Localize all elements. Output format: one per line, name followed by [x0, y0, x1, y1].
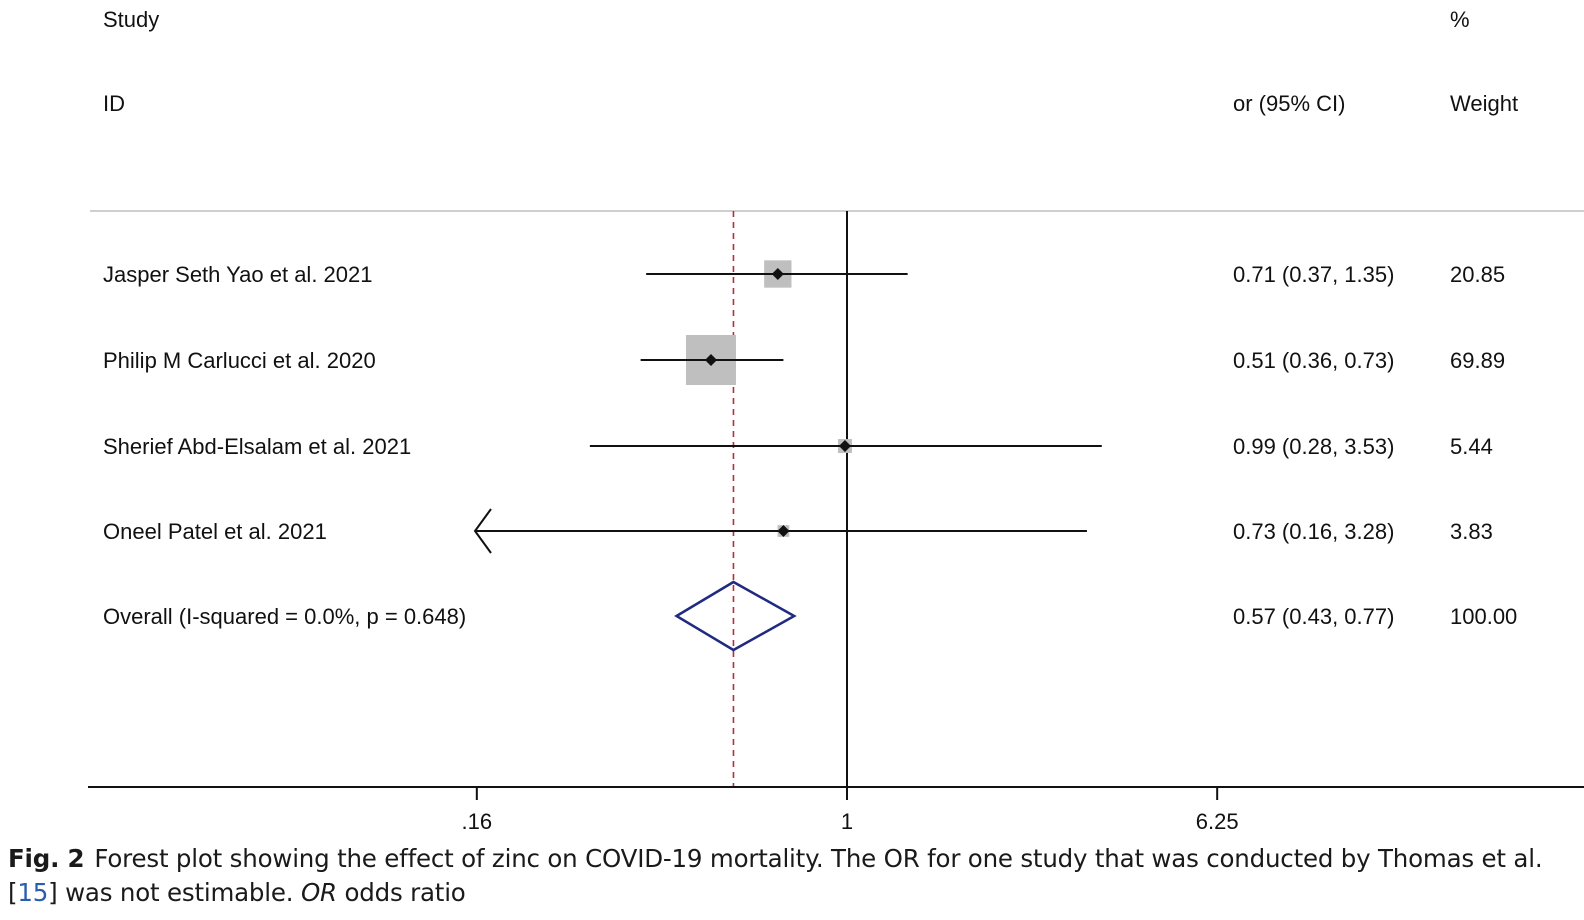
- study-ci: 0.71 (0.37, 1.35): [1233, 262, 1394, 287]
- study-weight: 3.83: [1450, 519, 1493, 544]
- chart-marks: Jasper Seth Yao et al. 2021 0.71 (0.37, 1…: [103, 211, 1517, 787]
- forest-plot: Study % ID or (95% CI) Weight Jasper Set…: [88, 7, 1584, 834]
- x-tick-label: 1: [841, 809, 853, 834]
- study-ci: 0.51 (0.36, 0.73): [1233, 348, 1394, 373]
- header-weight: Weight: [1450, 91, 1518, 116]
- overall-diamond: [674, 580, 797, 652]
- study-ci: 0.99 (0.28, 3.53): [1233, 434, 1394, 459]
- overall-label: Overall (I-squared = 0.0%, p = 0.648): [103, 604, 466, 629]
- point-estimate: [771, 268, 784, 280]
- study-weight: 20.85: [1450, 262, 1505, 287]
- point-estimate: [838, 440, 851, 452]
- study-name: Philip M Carlucci et al. 2020: [103, 348, 376, 373]
- point-estimate: [704, 354, 717, 366]
- x-axis-ticks: .16 1 6.25: [462, 787, 1239, 834]
- header-effect: or (95% CI): [1233, 91, 1345, 116]
- caption-abbr-def: odds ratio: [336, 878, 466, 907]
- header-id: ID: [103, 91, 125, 116]
- x-tick-label: .16: [462, 809, 493, 834]
- study-name: Jasper Seth Yao et al. 2021: [103, 262, 373, 287]
- caption-abbr: OR: [300, 878, 337, 907]
- figure-caption: Fig. 2 Forest plot showing the effect of …: [8, 842, 1578, 910]
- caption-text: Forest plot showing the effect of zinc o…: [8, 844, 1543, 907]
- figure-label: Fig. 2: [8, 844, 85, 873]
- point-estimate: [777, 525, 790, 537]
- header-study: Study: [103, 7, 159, 32]
- study-ci: 0.73 (0.16, 3.28): [1233, 519, 1394, 544]
- study-weight: 5.44: [1450, 434, 1493, 459]
- study-name: Oneel Patel et al. 2021: [103, 519, 327, 544]
- study-name: Sherief Abd-Elsalam et al. 2021: [103, 434, 411, 459]
- ci-arrow-left: [473, 508, 492, 554]
- overall-weight: 100.00: [1450, 604, 1517, 629]
- caption-text-after: ] was not estimable.: [48, 878, 301, 907]
- study-weight: 69.89: [1450, 348, 1505, 373]
- header-pct: %: [1450, 7, 1470, 32]
- x-tick-label: 6.25: [1196, 809, 1239, 834]
- reference-link[interactable]: 15: [17, 878, 49, 907]
- overall-ci: 0.57 (0.43, 0.77): [1233, 604, 1394, 629]
